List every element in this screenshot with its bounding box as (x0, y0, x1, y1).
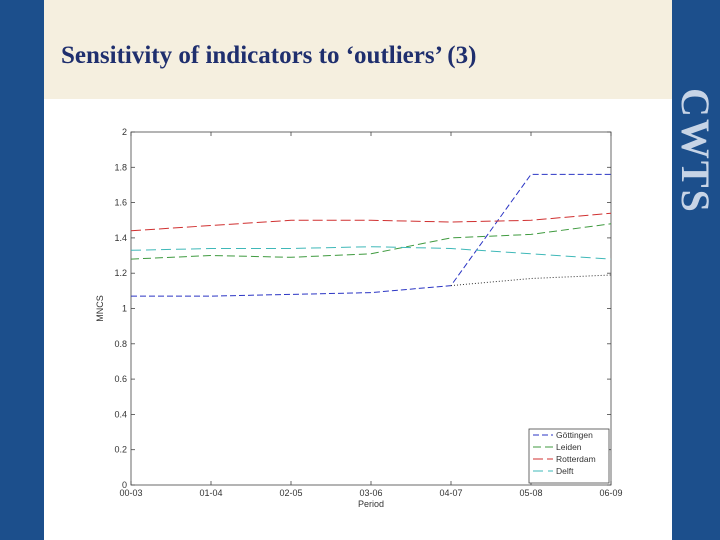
y-tick-label: 1 (122, 304, 127, 314)
y-tick-label: 1.2 (114, 268, 127, 278)
y-tick-label: 2 (122, 127, 127, 137)
y-tick-label: 0.2 (114, 445, 127, 455)
series-line-leiden (130, 223, 612, 260)
x-tick-label: 06-09 (599, 488, 622, 498)
y-tick-label: 0.4 (114, 409, 127, 419)
slide-title: Sensitivity of indicators to ‘outliers’ … (61, 42, 477, 69)
legend-label: Göttingen (556, 430, 593, 440)
legend-box (528, 428, 610, 484)
y-tick-label: 0.6 (114, 374, 127, 384)
y-axis-label: MNCS (95, 295, 105, 322)
legend-label: Delft (556, 466, 574, 476)
series-line-rotterdam (130, 212, 612, 232)
x-tick-label: 02-05 (279, 488, 302, 498)
chart-panel: 0 0.2 0.4 0.6 0.8 1 1.2 1.4 1.6 1.8 2 00-03 01-04 02-… (44, 99, 672, 540)
right-border-bar (672, 0, 720, 540)
y-tick-label: 1.4 (114, 233, 127, 243)
cwts-logo-text: CWTS (673, 88, 718, 214)
x-axis-label: Period (358, 499, 384, 509)
plot-area (130, 131, 612, 486)
series-line-delft (130, 246, 612, 260)
legend-label: Leiden (556, 442, 582, 452)
left-border-bar (0, 0, 44, 540)
x-tick-label: 01-04 (199, 488, 222, 498)
y-tick-label: 0.8 (114, 339, 127, 349)
y-tick-label: 1.6 (114, 198, 127, 208)
y-tick-label: 0 (122, 480, 127, 490)
x-tick-label: 04-07 (439, 488, 462, 498)
legend-label: Rotterdam (556, 454, 596, 464)
line-chart: 0 0.2 0.4 0.6 0.8 1 1.2 1.4 1.6 1.8 2 00-03 01-04 02-… (95, 127, 623, 509)
y-tick-label: 1.8 (114, 162, 127, 172)
cwts-logo: CWTS (673, 88, 718, 214)
x-tick-label: 05-08 (519, 488, 542, 498)
x-tick-label: 03-06 (359, 488, 382, 498)
x-tick-label: 00-03 (119, 488, 142, 498)
